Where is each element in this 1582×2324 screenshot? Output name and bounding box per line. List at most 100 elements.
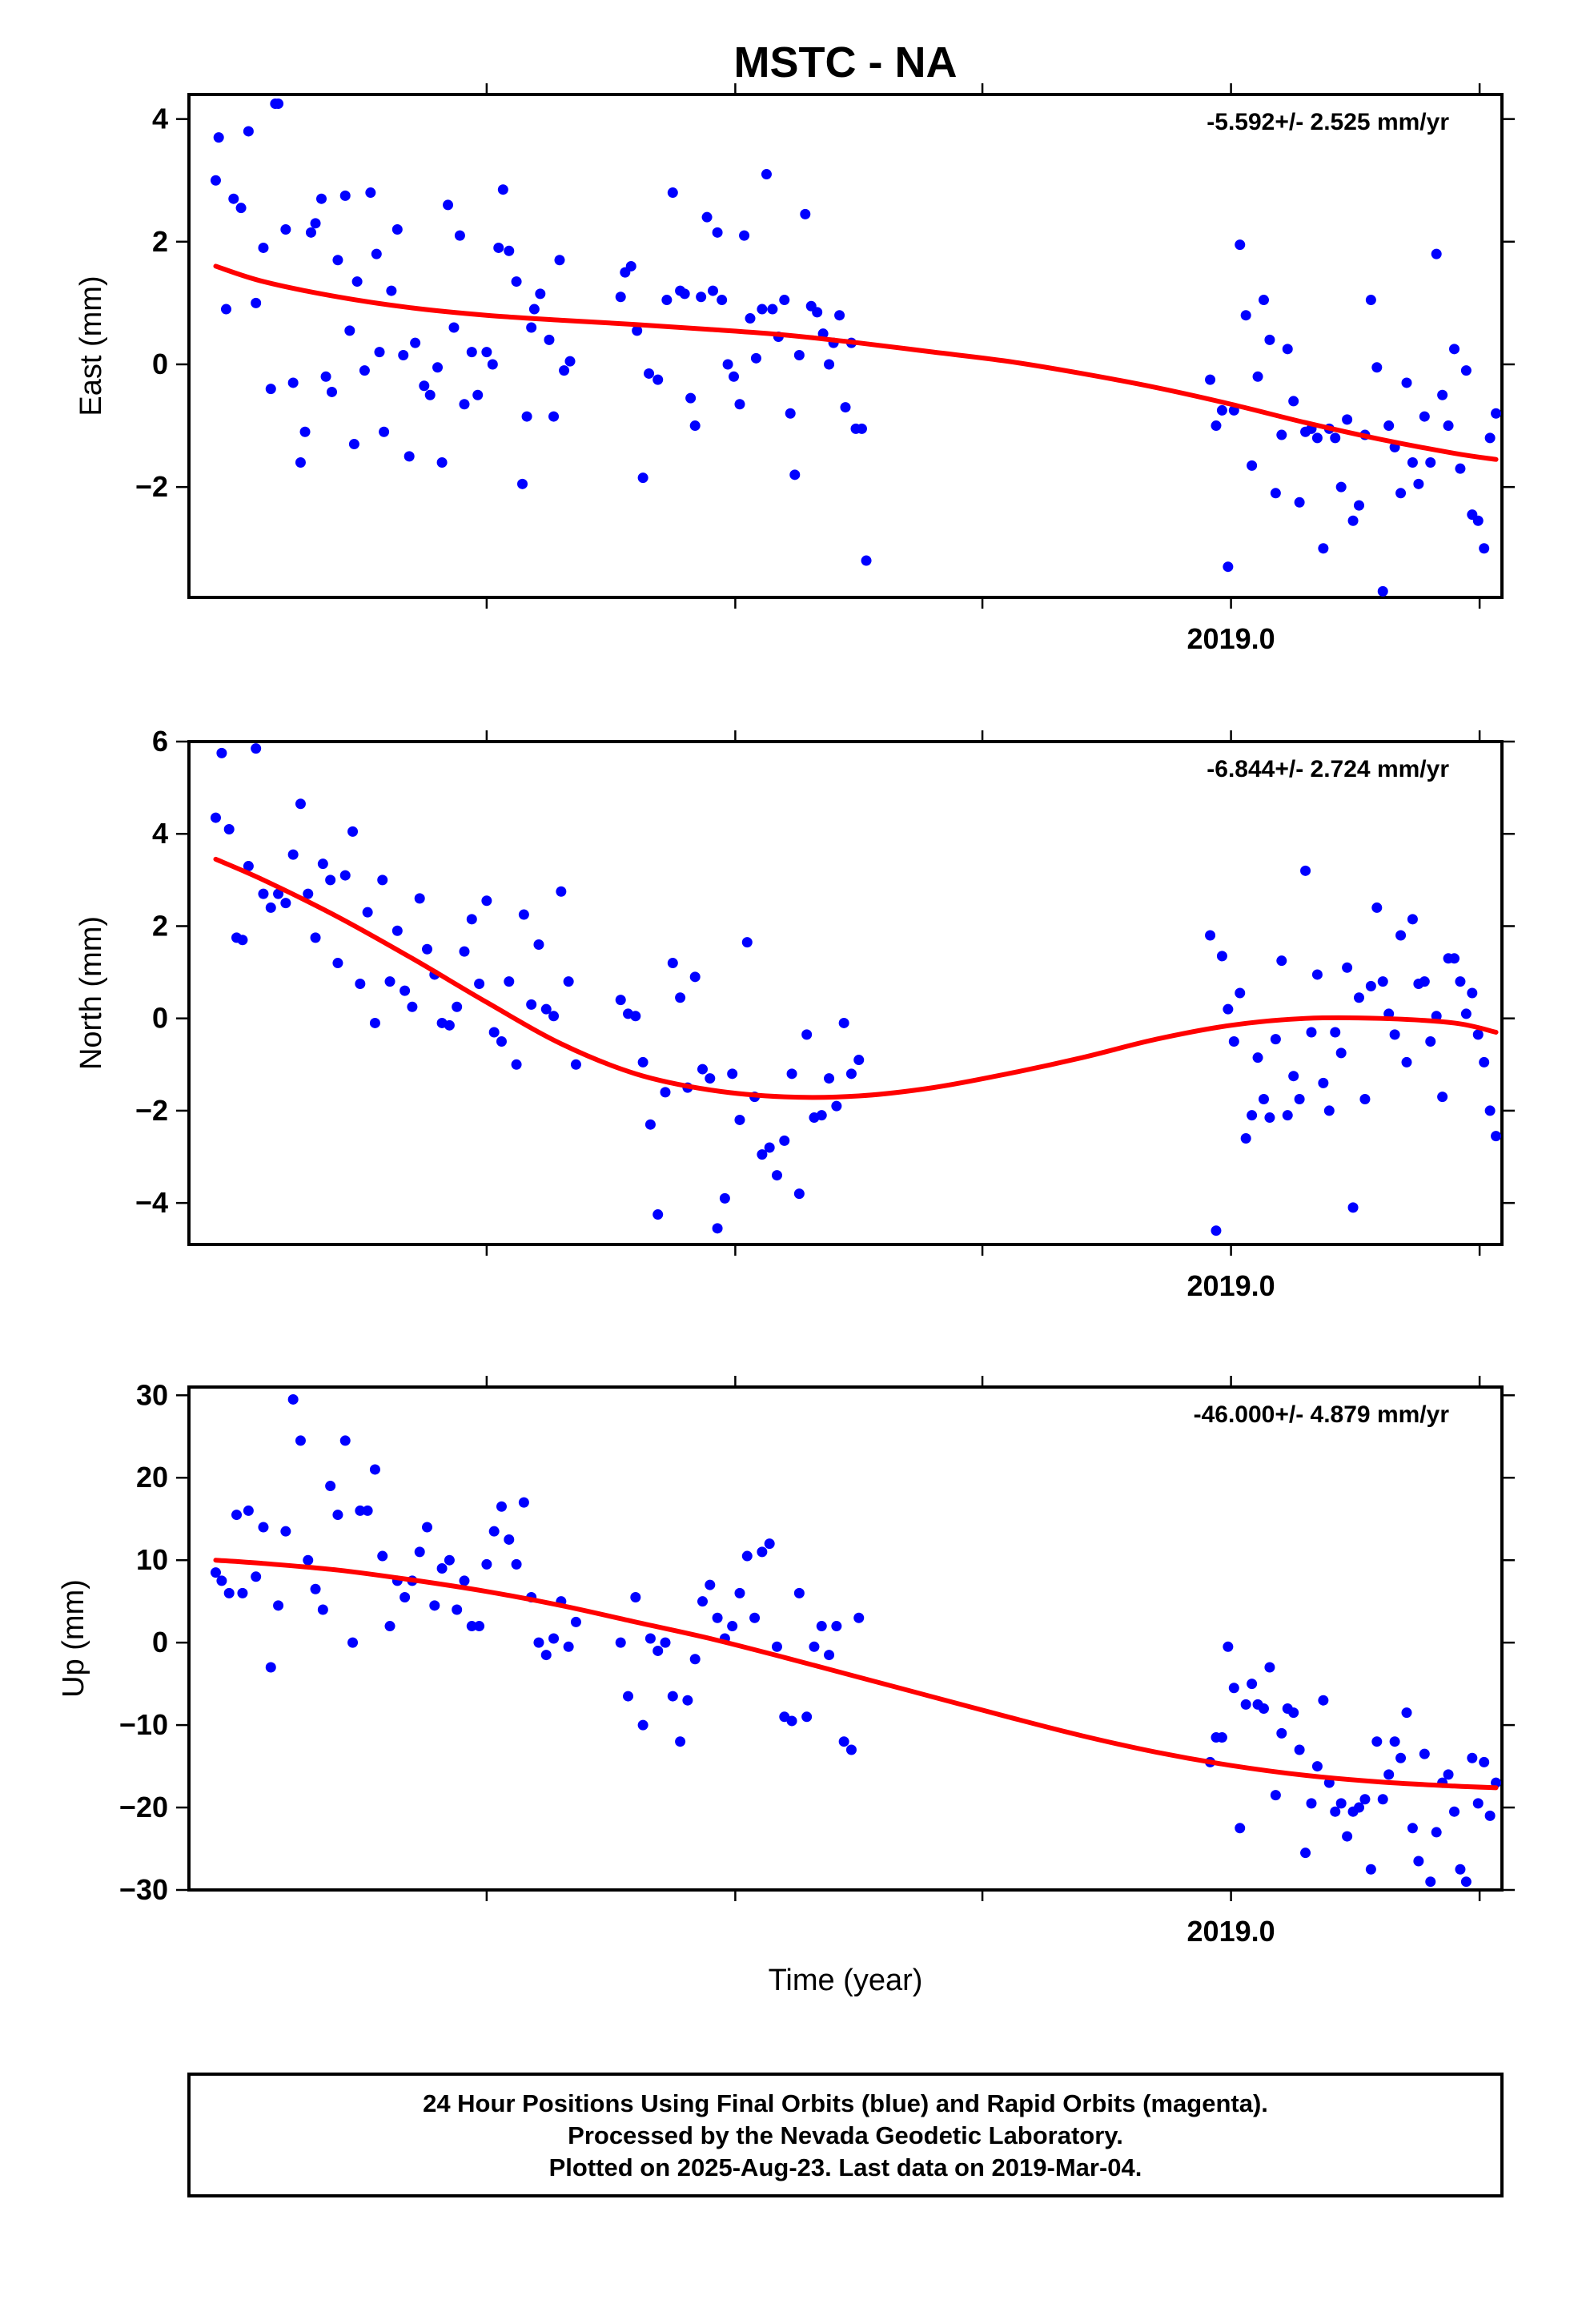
- up-data-point: [570, 1616, 581, 1627]
- east-data-point: [1431, 248, 1442, 259]
- north-data-point: [1395, 930, 1407, 941]
- east-data-point: [544, 334, 555, 345]
- east-data-point: [459, 399, 470, 410]
- east-data-point: [1342, 414, 1353, 425]
- east-data-point: [1455, 463, 1466, 474]
- north-data-point: [1425, 1035, 1436, 1047]
- up-data-point: [1342, 1831, 1353, 1842]
- east-data-point: [1223, 561, 1234, 573]
- up-data-point: [1359, 1794, 1371, 1805]
- up-data-point: [310, 1583, 321, 1594]
- up-data-point: [652, 1645, 664, 1656]
- north-data-point: [719, 1192, 730, 1204]
- north-data-point: [223, 823, 235, 834]
- east-data-point: [1401, 377, 1412, 388]
- east-data-point: [1247, 460, 1258, 471]
- east-data-point: [1353, 500, 1364, 511]
- north-y-tick-label: 4: [152, 817, 168, 850]
- north-data-point: [540, 1003, 552, 1015]
- east-data-point: [528, 304, 540, 315]
- east-data-point: [327, 386, 338, 397]
- north-data-point: [459, 946, 470, 957]
- up-data-point: [727, 1621, 738, 1632]
- north-data-point: [1437, 1092, 1448, 1103]
- up-data-point: [223, 1587, 235, 1598]
- east-data-point: [374, 347, 385, 358]
- east-data-point: [273, 98, 284, 109]
- up-data-point: [816, 1621, 827, 1632]
- north-data-point: [287, 849, 299, 860]
- up-data-point: [280, 1526, 291, 1537]
- north-data-point: [845, 1068, 857, 1080]
- up-x-tick-label: 2019.0: [1187, 1915, 1275, 1948]
- up-data-point: [1377, 1794, 1388, 1805]
- up-data-point: [1425, 1876, 1436, 1888]
- up-data-point: [1419, 1748, 1430, 1759]
- up-data-point: [1395, 1752, 1407, 1763]
- east-data-point: [1371, 362, 1383, 373]
- east-y-tick-label: −2: [135, 470, 168, 503]
- up-data-point: [615, 1637, 626, 1648]
- up-data-point: [675, 1736, 686, 1747]
- north-data-point: [1318, 1077, 1329, 1088]
- north-data-point: [793, 1188, 805, 1200]
- east-data-point: [554, 255, 565, 266]
- up-y-tick-label: 0: [152, 1626, 168, 1659]
- up-data-point: [459, 1575, 470, 1586]
- up-data-point: [1235, 1823, 1246, 1834]
- east-data-point: [305, 227, 316, 238]
- east-data-point: [824, 359, 835, 370]
- east-data-point: [1235, 239, 1246, 251]
- east-data-point: [391, 223, 403, 235]
- east-data-point: [789, 469, 801, 480]
- up-data-point: [1479, 1756, 1490, 1767]
- east-data-point: [320, 371, 331, 382]
- north-data-point: [727, 1068, 738, 1080]
- east-data-point: [265, 384, 276, 395]
- east-data-point: [359, 365, 370, 376]
- north-y-tick-label: 0: [152, 1002, 168, 1035]
- up-data-point: [1288, 1707, 1299, 1719]
- up-data-point: [1223, 1641, 1234, 1652]
- north-data-point: [824, 1073, 835, 1084]
- north-data-point: [801, 1029, 813, 1040]
- east-data-point: [1419, 411, 1430, 422]
- east-data-point: [332, 255, 343, 266]
- up-data-point: [400, 1592, 411, 1603]
- east-data-point: [1276, 429, 1287, 440]
- up-data-point: [414, 1546, 425, 1558]
- north-data-point: [1467, 987, 1478, 999]
- up-data-point: [1389, 1736, 1400, 1747]
- north-data-point: [652, 1209, 664, 1220]
- east-data-point: [371, 248, 382, 259]
- up-data-point: [1460, 1876, 1472, 1888]
- up-data-point: [317, 1604, 328, 1615]
- north-data-point: [556, 886, 567, 897]
- north-data-point: [697, 1063, 708, 1075]
- north-data-point: [474, 978, 485, 989]
- east-data-point: [1330, 432, 1341, 444]
- north-data-point: [407, 1001, 418, 1012]
- north-data-point: [400, 985, 411, 996]
- up-data-point: [1311, 1761, 1323, 1772]
- up-data-point: [1300, 1848, 1311, 1859]
- up-data-point: [749, 1612, 761, 1623]
- up-data-point: [1353, 1802, 1364, 1813]
- east-data-point: [517, 478, 528, 489]
- east-panel: 2019.0 −2 0 2 4 East (mm) -5.592+/- 2.525 mm/y…: [74, 83, 1515, 655]
- north-data-point: [1347, 1202, 1359, 1213]
- north-y-tick-label: 2: [152, 909, 168, 942]
- north-data-point: [1491, 1131, 1502, 1142]
- up-data-point: [369, 1464, 380, 1475]
- east-data-point: [1383, 420, 1395, 432]
- up-data-point: [1431, 1827, 1442, 1838]
- up-data-point: [1216, 1732, 1227, 1743]
- north-data-point: [1371, 902, 1383, 913]
- north-data-point: [853, 1055, 865, 1066]
- up-plot-frame: [187, 1385, 1504, 1892]
- east-data-point: [351, 276, 363, 287]
- north-data-point: [362, 907, 373, 918]
- north-data-point: [1389, 1029, 1400, 1040]
- north-data-point: [511, 1059, 522, 1070]
- footer-box: [187, 2073, 1504, 2197]
